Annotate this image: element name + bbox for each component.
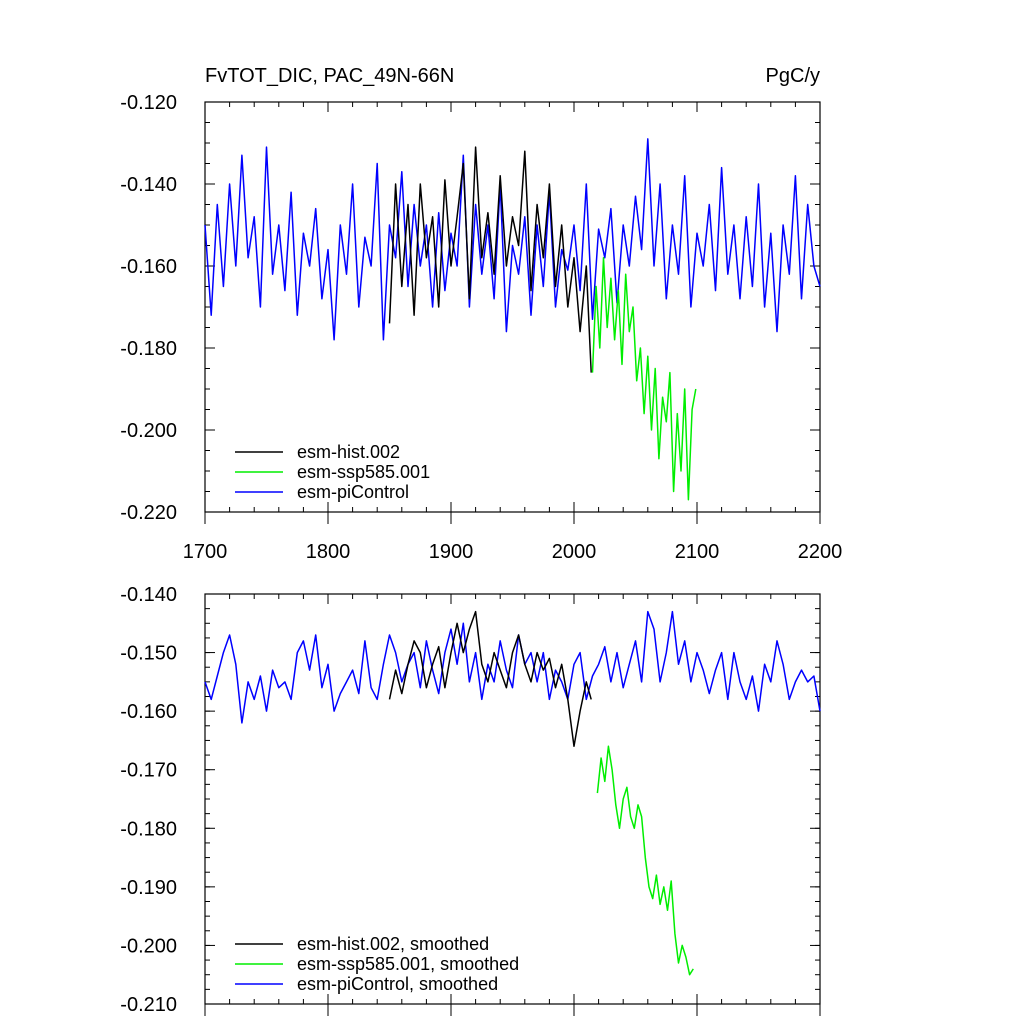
- y-tick-label: -0.140: [120, 174, 177, 196]
- series-line-esm-picontrol: [204, 138, 821, 341]
- top-y-axis: -0.120 -0.140 -0.160 -0.180 -0.200 -0.220: [120, 92, 820, 524]
- top-series-lines: [204, 138, 821, 501]
- x-tick-label: 2200: [798, 541, 843, 563]
- y-tick-label: -0.180: [120, 818, 177, 840]
- series-line-esm-hist-002-smoothed: [388, 610, 592, 748]
- x-tick-label: 2000: [552, 541, 597, 563]
- legend-label: esm-ssp585.001: [297, 462, 430, 482]
- top-chart-units: PgC/y: [766, 65, 820, 87]
- y-tick-label: -0.170: [120, 760, 177, 782]
- x-tick-label: 1900: [429, 541, 474, 563]
- legend-label: esm-hist.002, smoothed: [297, 934, 489, 954]
- y-tick-label: -0.210: [120, 994, 177, 1016]
- y-tick-label: -0.200: [120, 420, 177, 442]
- top-panel: FvTOT_DIC, PAC_49N-66N PgC/y -0.120 -0.14…: [120, 65, 842, 563]
- bottom-x-axis: [204, 594, 821, 1016]
- x-tick-label: 2100: [675, 541, 720, 563]
- legend-label: esm-hist.002: [297, 442, 400, 462]
- y-tick-label: -0.140: [120, 584, 177, 606]
- y-tick-label: -0.190: [120, 877, 177, 899]
- x-tick-label: 1800: [306, 541, 351, 563]
- top-x-axis: 1700 1800 1900 2000 2100 2200: [183, 102, 843, 563]
- y-tick-label: -0.150: [120, 643, 177, 665]
- y-tick-label: -0.200: [120, 935, 177, 957]
- y-tick-label: -0.160: [120, 256, 177, 278]
- y-tick-label: -0.160: [120, 701, 177, 723]
- series-line-esm-ssp585-001: [591, 257, 697, 501]
- legend-label: esm-ssp585.001, smoothed: [297, 954, 519, 974]
- legend-label: esm-piControl, smoothed: [297, 974, 498, 994]
- bottom-y-axis: -0.140 -0.150 -0.160 -0.170 -0.180 -0.190 -0.2…: [120, 584, 820, 1016]
- series-line-esm-ssp585-001-smoothed: [596, 745, 694, 976]
- series-line-esm-hist-002: [388, 146, 592, 373]
- legend-label: esm-piControl: [297, 482, 409, 502]
- y-tick-label: -0.220: [120, 502, 177, 524]
- top-chart-title: FvTOT_DIC, PAC_49N-66N: [205, 65, 454, 87]
- y-tick-label: -0.120: [120, 92, 177, 114]
- y-tick-label: -0.180: [120, 338, 177, 360]
- series-line-esm-picontrol-smoothed: [204, 610, 821, 724]
- x-tick-label: 1700: [183, 541, 228, 563]
- bottom-series-lines: [204, 610, 821, 976]
- bottom-panel: -0.140 -0.150 -0.160 -0.170 -0.180 -0.190 -0.2…: [120, 584, 821, 1016]
